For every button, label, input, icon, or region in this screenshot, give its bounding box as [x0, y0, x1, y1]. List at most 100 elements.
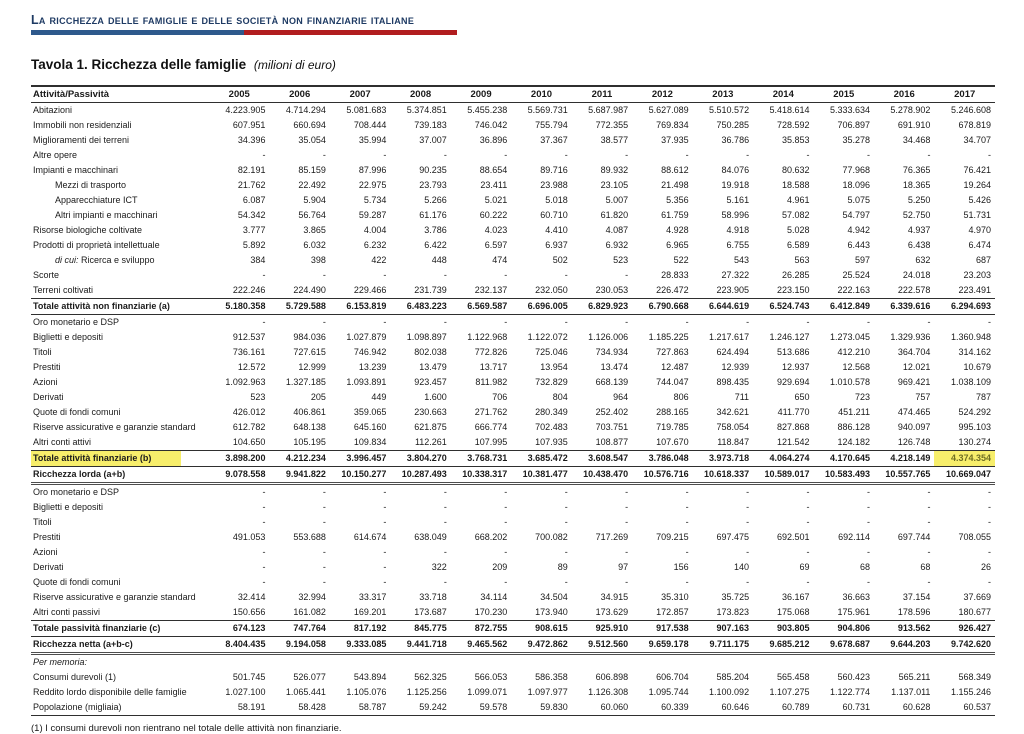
table-row: Titoli 736.161 727.615 746.942 802.038 772.82…	[31, 345, 995, 360]
row-label: Consumi durevoli (1)	[33, 672, 117, 682]
cell-value: 1.122.072	[527, 332, 568, 342]
cell-value: 708.055	[958, 532, 991, 542]
cell-value: 3.898.200	[209, 450, 270, 467]
cell-value: 543.894	[353, 672, 387, 682]
cell-value: 54.797	[842, 210, 870, 220]
cell-value: -	[746, 487, 750, 497]
table-row: Altre opere - - - - - - - - - - - - -	[31, 148, 995, 163]
row-label: Quote di fondi comuni	[33, 407, 121, 417]
cell-value: 10.287.493	[390, 466, 451, 485]
cell-value: 5.246.608	[950, 105, 991, 115]
table-row: Altri conti passivi 150.656 161.082 169.201…	[31, 605, 995, 621]
cell-value: 1.126.006	[588, 332, 629, 342]
cell-value: -	[443, 270, 447, 280]
cell-value: 61.176	[419, 210, 447, 220]
row-label: Prestiti	[33, 532, 61, 542]
cell-value: 232.050	[535, 285, 568, 295]
table-row: Azioni 1.092.963 1.327.185 1.093.891 923.457…	[31, 375, 995, 390]
cell-value: 13.239	[358, 362, 387, 372]
cell-value: 28.833	[661, 270, 689, 280]
cell-value: 757	[915, 392, 931, 402]
cell-value: 984.036	[293, 332, 326, 342]
cell-value: 5.374.851	[406, 105, 447, 115]
cell-value: 77.968	[842, 165, 870, 175]
table-row: Riserve assicurative e garanzie standard…	[31, 420, 995, 435]
row-label: Altre opere	[33, 150, 78, 160]
cell-value: 1.600	[424, 392, 447, 402]
cell-value: 1.122.968	[467, 332, 508, 342]
cell-value: 4.023	[484, 225, 508, 235]
cell-value: 36.896	[479, 135, 508, 145]
cell-value: -	[383, 547, 387, 557]
cell-value: -	[504, 547, 508, 557]
cell-value: 33.317	[358, 592, 387, 602]
cell-value: 10.338.317	[450, 466, 512, 485]
cell-value: 1.329.936	[890, 332, 931, 342]
cell-value: -	[927, 517, 931, 527]
cell-value: 107.670	[656, 437, 689, 447]
cell-value	[572, 654, 632, 671]
cell-value: 342.621	[716, 407, 750, 417]
cell-value: 886.128	[837, 422, 870, 432]
cell-value: 27.322	[721, 270, 750, 280]
cell-value: 412.210	[837, 347, 870, 357]
table-title-unit: (milioni di euro)	[253, 58, 336, 72]
cell-value: -	[504, 577, 508, 587]
cell-value: -	[685, 487, 689, 497]
cell-value: 288.165	[656, 407, 689, 417]
cell-value: 107.995	[474, 437, 508, 447]
table-row: Risorse biologiche coltivate 3.777 3.865 4.…	[31, 223, 995, 238]
cell-value: 36.786	[721, 135, 750, 145]
cell-value: 1.027.100	[225, 687, 266, 697]
cell-value: 692.501	[776, 532, 810, 542]
cell-value: 38.577	[600, 135, 629, 145]
cell-value: 175.068	[776, 607, 810, 617]
cell-value: 68	[920, 562, 931, 572]
column-header-year: 2010	[511, 85, 572, 103]
table-row: Biglietti e depositi 912.537 984.036 1.027.…	[31, 330, 995, 345]
cell-value: 10.438.470	[571, 466, 633, 485]
cell-value: 5.455.238	[467, 105, 508, 115]
cell-value: 6.032	[303, 240, 326, 250]
cell-value: -	[262, 517, 266, 527]
cell-value: 668.202	[474, 532, 508, 542]
cell-value: 226.472	[656, 285, 689, 295]
table-row: Totale attività finanziarie (b) 3.898.200…	[31, 450, 995, 467]
cell-value: 5.028	[787, 225, 810, 235]
cell-value: 6.937	[545, 240, 568, 250]
cell-value: 4.714.294	[285, 105, 326, 115]
cell-value: 4.918	[726, 225, 750, 235]
cell-value: 223.491	[958, 285, 991, 295]
cell-value: -	[322, 517, 326, 527]
cell-value: 59.578	[450, 700, 512, 716]
table-footnote: (1) I consumi durevoli non rientrano nel…	[31, 723, 342, 734]
cell-value: -	[443, 577, 447, 587]
cell-value: -	[685, 577, 689, 587]
cell-value: 69	[799, 562, 810, 572]
cell-value: -	[685, 150, 689, 160]
column-header-attivita-passivita: Attività/Passività	[31, 85, 209, 103]
cell-value: 170.230	[474, 607, 508, 617]
cell-value: 747.764	[269, 620, 330, 637]
cell-value: 1.137.011	[891, 687, 931, 697]
table-row: Oro monetario e DSP - - - - - - - - - - - - -	[31, 315, 995, 331]
cell-value: 5.007	[605, 195, 629, 205]
cell-value: -	[322, 562, 326, 572]
cell-value: 4.942	[847, 225, 870, 235]
cell-value: 223.905	[716, 285, 750, 295]
cell-value: 384	[250, 255, 266, 265]
cell-value: -	[625, 487, 629, 497]
column-header-year: 2015	[813, 85, 874, 103]
cell-value: -	[443, 547, 447, 557]
cell-value: 904.806	[813, 620, 874, 637]
cell-value: -	[746, 547, 750, 557]
row-label: Biglietti e depositi	[33, 502, 104, 512]
table-row: Derivati - - - 322 209 89 97 156 140 69 68 68 26	[31, 560, 995, 575]
cell-value	[451, 654, 511, 671]
cell-value: -	[988, 487, 991, 497]
row-label: Quote di fondi comuni	[33, 577, 121, 587]
cell-value: 109.834	[353, 437, 387, 447]
cell-value: 6.829.923	[571, 298, 633, 315]
cell-value: 923.457	[414, 377, 447, 387]
cell-value: -	[806, 487, 810, 497]
